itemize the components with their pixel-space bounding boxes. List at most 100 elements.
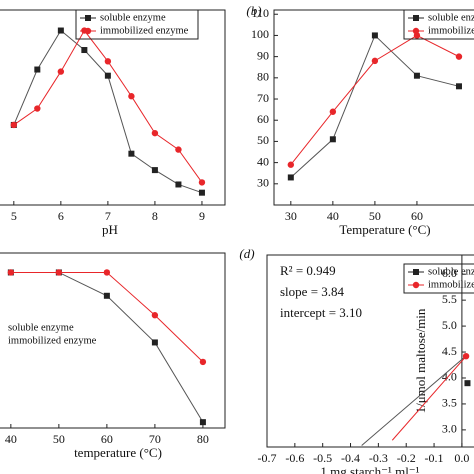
y-tick-label: 70 — [257, 91, 269, 105]
legend-label: soluble enzyme — [8, 322, 74, 333]
y-tick-label: 6.0 — [442, 266, 457, 280]
panel: -0.7 -0.6 -0.5 -0.4 -0.3 -0.2 -0.1 0.03.03.54.0… — [239, 246, 474, 474]
legend-label: immobilized enzyme — [8, 335, 97, 346]
point — [455, 53, 463, 60]
point — [104, 58, 112, 65]
x-axis-label: 1 mg starch⁻¹ ml⁻¹ — [320, 464, 419, 474]
point — [151, 312, 159, 319]
x-tick-label: 30 — [285, 209, 297, 223]
series-line — [13, 29, 203, 183]
panel: 40 50 60 70 80 temperature (°C) soluble enzyme… — [0, 252, 226, 460]
plot-area — [361, 352, 471, 446]
x-tick-label: 0.0 — [454, 451, 469, 465]
point — [103, 269, 111, 276]
plot-area — [287, 32, 463, 181]
legend-label: immobilized enzyme — [100, 25, 189, 36]
point — [462, 352, 470, 360]
plot-frame — [266, 254, 474, 448]
legend-marker — [412, 27, 420, 35]
y-tick-label: 80 — [257, 70, 269, 84]
series-line — [361, 354, 468, 446]
legend-marker — [413, 269, 419, 275]
x-tick-label: -0.6 — [285, 451, 304, 465]
point — [151, 167, 158, 174]
legend-marker — [85, 15, 91, 21]
point — [287, 174, 294, 181]
y-tick-label: 40 — [257, 154, 269, 168]
point — [7, 269, 15, 276]
y-tick-label: 4.5 — [442, 344, 457, 358]
y-tick-label: 50 — [257, 133, 269, 147]
point — [128, 150, 135, 157]
legend-label: immobilized enzyme — [428, 25, 474, 36]
point — [371, 57, 379, 65]
panel: 5 6 7 8 9 pH soluble enzyme immobilized enzyme — [0, 9, 226, 237]
x-axis-label: pH — [102, 222, 118, 237]
series-line — [290, 34, 460, 166]
point — [464, 380, 471, 387]
series-line — [13, 29, 203, 194]
x-tick-label: 60 — [411, 209, 423, 223]
y-tick-label: 90 — [257, 48, 269, 62]
x-tick-label: 40 — [5, 432, 17, 446]
point — [57, 27, 64, 34]
x-tick-label: 40 — [327, 209, 339, 223]
x-axis-label: Temperature (°C) — [339, 222, 430, 237]
point — [329, 136, 336, 143]
annotation: R² = 0.949 — [280, 263, 336, 278]
point — [199, 358, 207, 366]
x-axis-label: temperature (°C) — [74, 445, 162, 460]
point — [329, 108, 337, 115]
x-tick-label: 8 — [152, 209, 158, 223]
y-axis-label: 1/μmol maltose/min — [413, 308, 428, 413]
point — [371, 32, 378, 39]
series-line — [391, 354, 468, 441]
x-tick-label: 80 — [197, 432, 209, 446]
legend-marker — [412, 281, 420, 289]
x-tick-label: -0.5 — [313, 451, 332, 465]
series-line — [290, 34, 460, 178]
y-tick-label: 3.0 — [442, 422, 457, 436]
point — [55, 269, 63, 276]
point — [151, 339, 158, 346]
x-tick-label: 5 — [11, 209, 17, 223]
plot-frame — [273, 9, 474, 206]
legend-marker — [413, 15, 419, 21]
legend-box — [403, 263, 474, 294]
plot-area — [7, 269, 207, 426]
legend-label: soluble enzyme — [100, 12, 166, 23]
point — [34, 105, 41, 112]
x-tick-label: -0.3 — [369, 451, 388, 465]
point — [104, 72, 111, 79]
point — [128, 93, 135, 100]
panel-label: (d) — [239, 246, 254, 261]
legend-box — [75, 9, 199, 40]
legend-marker — [84, 27, 92, 35]
legend-box — [403, 9, 474, 40]
point — [175, 146, 182, 153]
x-tick-label: -0.4 — [341, 451, 360, 465]
panel-label: (b) — [246, 3, 261, 18]
x-tick-label: -0.1 — [425, 451, 444, 465]
x-tick-label: 70 — [149, 432, 161, 446]
x-tick-label: 7 — [105, 209, 111, 223]
point — [199, 419, 206, 426]
point — [413, 72, 420, 79]
x-tick-label: 60 — [101, 432, 113, 446]
panel: 30 40 50 60 30 40 50 60 70 80 90 100 110 Temperature … — [246, 3, 474, 237]
x-tick-label: 9 — [199, 209, 205, 223]
plot-frame — [0, 252, 226, 429]
point — [198, 179, 206, 186]
point — [34, 66, 41, 73]
x-tick-label: 6 — [58, 209, 64, 223]
legend-label: soluble enzyme — [428, 12, 474, 23]
y-tick-label: 3.5 — [442, 396, 457, 410]
x-tick-label: 50 — [53, 432, 65, 446]
x-tick-label: -0.2 — [397, 451, 416, 465]
y-tick-label: 60 — [257, 112, 269, 126]
legend-label: immobilized enzyme — [428, 279, 474, 290]
y-tick-label: 5.0 — [442, 318, 457, 332]
point — [198, 189, 205, 196]
y-tick-label: 110 — [251, 6, 269, 20]
